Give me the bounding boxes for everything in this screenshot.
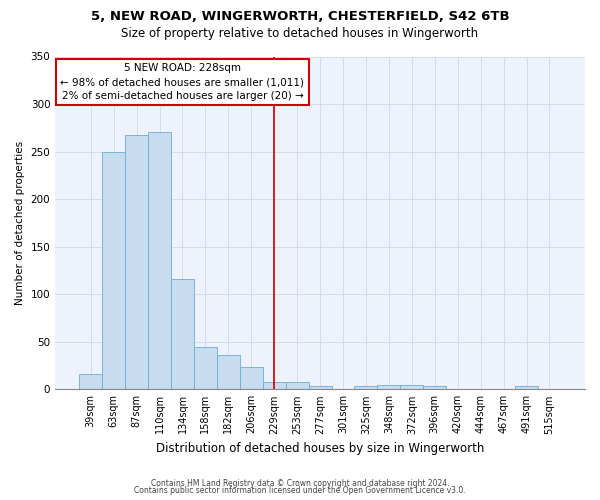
Bar [400, 384, 423, 390]
Bar [217, 355, 240, 390]
Text: 5 NEW ROAD: 228sqm
← 98% of detached houses are smaller (1,011)
2% of semi-detac: 5 NEW ROAD: 228sqm ← 98% of detached hou… [61, 63, 304, 101]
Bar [148, 132, 171, 390]
Bar [515, 386, 538, 390]
Bar [286, 382, 308, 390]
Bar [377, 384, 400, 390]
Bar [423, 386, 446, 390]
Text: Contains HM Land Registry data © Crown copyright and database right 2024.: Contains HM Land Registry data © Crown c… [151, 478, 449, 488]
Bar [263, 382, 286, 390]
Text: 5, NEW ROAD, WINGERWORTH, CHESTERFIELD, S42 6TB: 5, NEW ROAD, WINGERWORTH, CHESTERFIELD, … [91, 10, 509, 23]
Bar [171, 279, 194, 390]
Text: Size of property relative to detached houses in Wingerworth: Size of property relative to detached ho… [121, 28, 479, 40]
Bar [79, 374, 102, 390]
Bar [125, 136, 148, 390]
Bar [240, 368, 263, 390]
Text: Contains public sector information licensed under the Open Government Licence v3: Contains public sector information licen… [134, 486, 466, 495]
Bar [355, 386, 377, 390]
Bar [308, 386, 332, 390]
Bar [194, 346, 217, 390]
Y-axis label: Number of detached properties: Number of detached properties [15, 141, 25, 305]
Bar [102, 152, 125, 390]
X-axis label: Distribution of detached houses by size in Wingerworth: Distribution of detached houses by size … [156, 442, 484, 455]
